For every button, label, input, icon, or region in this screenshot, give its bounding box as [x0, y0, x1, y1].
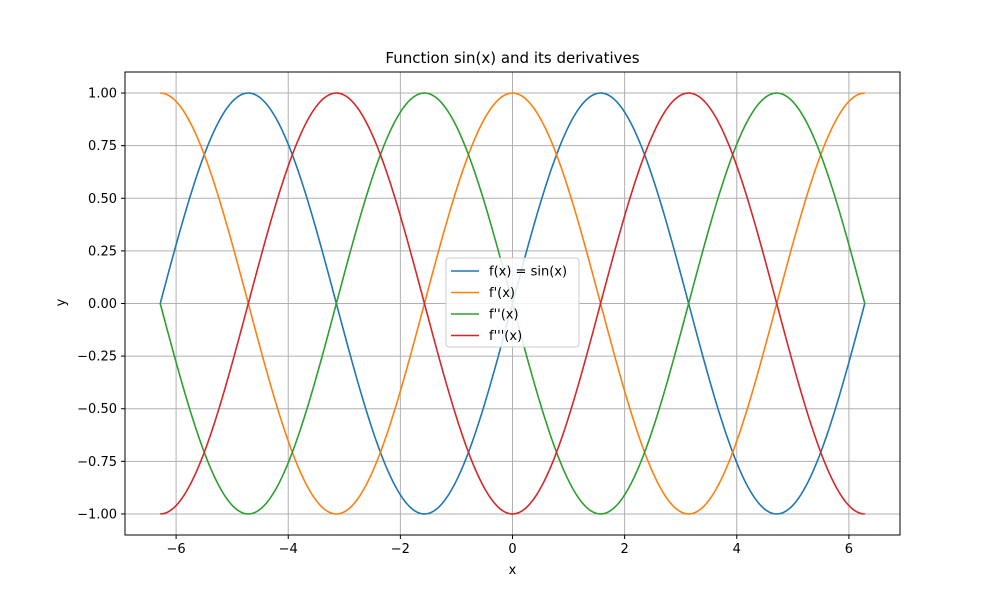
y-tick-label: −0.25	[77, 350, 117, 365]
legend: f(x) = sin(x) f'(x) f''(x) f'''(x)	[445, 257, 580, 348]
x-tick-label: −4	[279, 542, 298, 557]
y-tick-label: 0.75	[88, 139, 117, 154]
legend-box	[445, 257, 580, 348]
x-tick-label: 2	[620, 542, 628, 557]
y-tick-label: 0.25	[88, 244, 117, 259]
legend-label: f(x) = sin(x)	[489, 265, 567, 280]
x-axis-label: x	[509, 563, 517, 578]
grid	[125, 72, 900, 535]
chart-title: Function sin(x) and its derivatives	[385, 49, 639, 67]
x-tick-label: −6	[167, 542, 186, 557]
x-axis-ticks: −6 −4 −2 0 2 4 6	[167, 535, 853, 557]
y-tick-label: −1.00	[77, 507, 117, 522]
series-line-4	[160, 92, 865, 515]
x-tick-label: −2	[391, 542, 410, 557]
x-tick-label: 4	[733, 542, 741, 557]
y-tick-label: 1.00	[88, 87, 117, 102]
x-tick-label: 0	[508, 542, 516, 557]
y-tick-label: 0.50	[88, 192, 117, 207]
y-axis-label: y	[54, 298, 69, 306]
legend-label: f'''(x)	[489, 329, 522, 344]
y-axis-ticks: −1.00 −0.75 −0.50 −0.25 0.00 0.25 0.50 0.75 1.00	[77, 87, 125, 522]
legend-label: f''(x)	[489, 308, 519, 323]
legend-label: f'(x)	[489, 286, 515, 301]
y-tick-label: −0.50	[77, 402, 117, 417]
series-line-2	[160, 92, 865, 515]
y-tick-label: 0.00	[88, 297, 117, 312]
y-tick-label: −0.75	[77, 455, 117, 470]
x-tick-label: 6	[845, 542, 853, 557]
